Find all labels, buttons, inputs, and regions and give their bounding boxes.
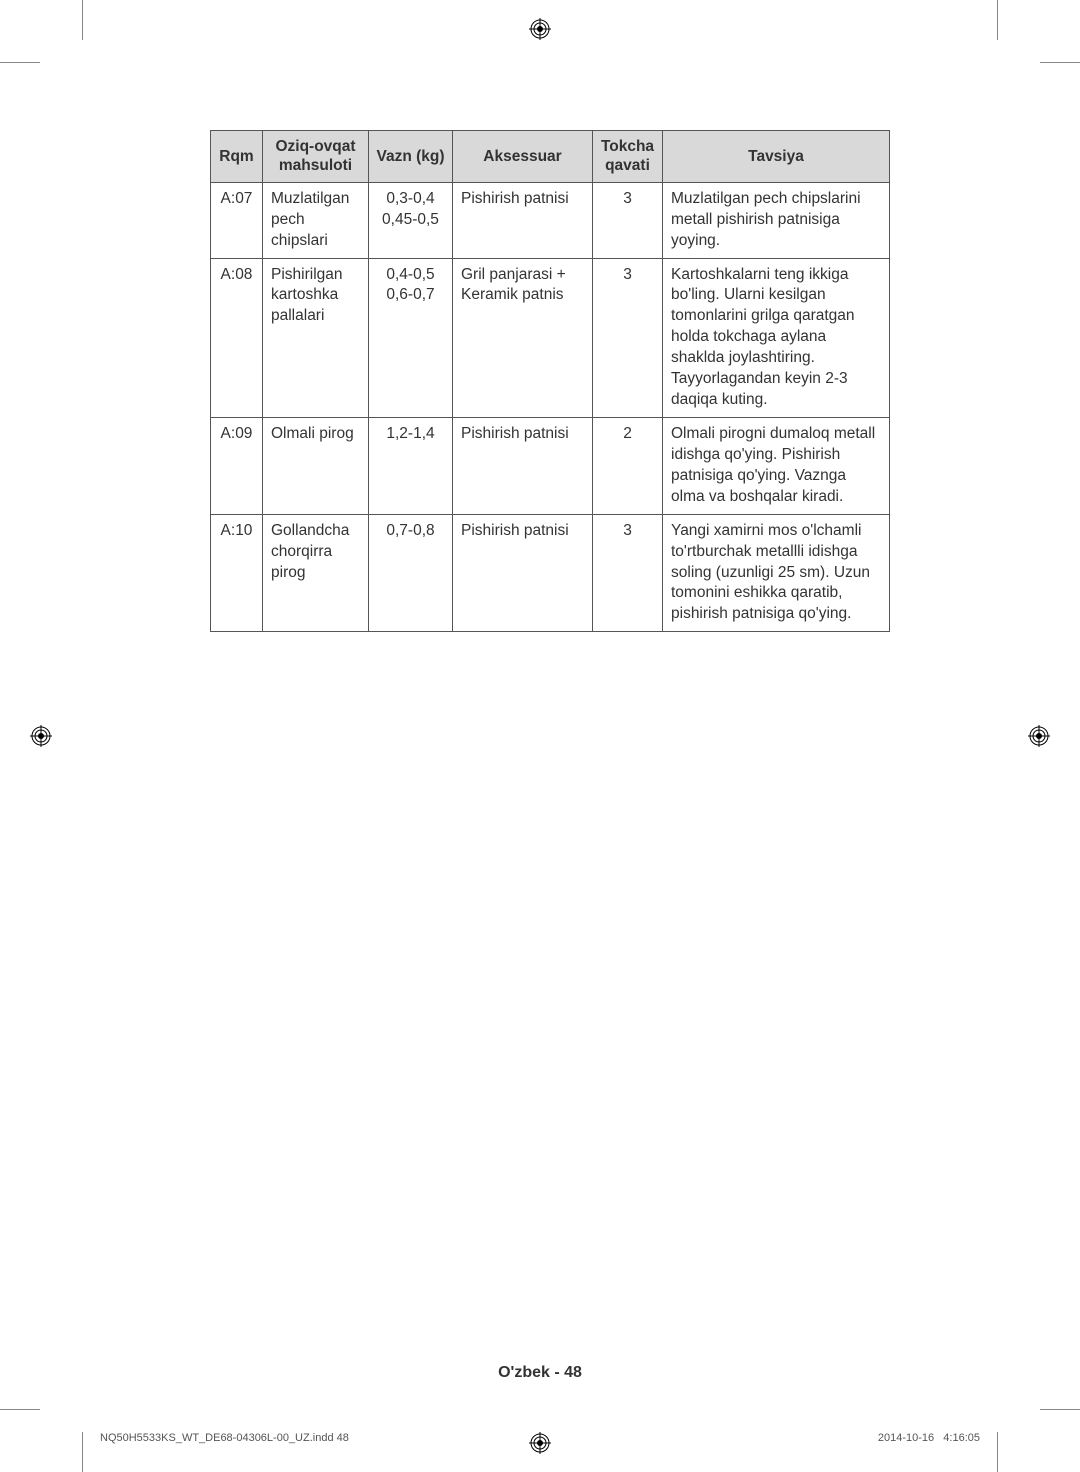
table-cell: A:08 xyxy=(211,258,263,417)
table-row: A:09Olmali pirog1,2-1,4Pishirish patnisi… xyxy=(211,417,890,514)
table-cell: A:10 xyxy=(211,514,263,632)
table-cell: Gollandcha chorqirra pirog xyxy=(263,514,369,632)
table-cell: Gril panjarasi + Keramik patnis xyxy=(453,258,593,417)
footer-time: 4:16:05 xyxy=(943,1432,980,1444)
table-cell: A:09 xyxy=(211,417,263,514)
cooking-table: RqmOziq-ovqat mahsulotiVazn (kg)Aksessua… xyxy=(210,130,890,632)
table-cell: 1,2-1,4 xyxy=(369,417,453,514)
table-cell: Pishirish patnisi xyxy=(453,514,593,632)
footer-filename: NQ50H5533KS_WT_DE68-04306L-00_UZ.indd 48 xyxy=(100,1432,349,1444)
page-content: RqmOziq-ovqat mahsulotiVazn (kg)Aksessua… xyxy=(0,0,1080,1472)
table-cell: 0,3-0,40,45-0,5 xyxy=(369,182,453,258)
footer-date: 2014-10-16 xyxy=(878,1432,934,1444)
table-cell: Pishirilgan kartoshka pallalari xyxy=(263,258,369,417)
table-row: A:08Pishirilgan kartoshka pallalari0,4-0… xyxy=(211,258,890,417)
page-number: O'zbek - 48 xyxy=(0,1364,1080,1382)
table-cell: A:07 xyxy=(211,182,263,258)
table-cell: Pishirish patnisi xyxy=(453,182,593,258)
table-cell: Muzlatilgan pech chipslari xyxy=(263,182,369,258)
table-header-cell: Rqm xyxy=(211,131,263,183)
table-cell: 2 xyxy=(593,417,663,514)
table-cell: 0,4-0,50,6-0,7 xyxy=(369,258,453,417)
table-header-cell: Vazn (kg) xyxy=(369,131,453,183)
table-header-cell: Aksessuar xyxy=(453,131,593,183)
table-cell: 0,7-0,8 xyxy=(369,514,453,632)
table-cell: 3 xyxy=(593,182,663,258)
table-cell: Muzlatilgan pech chipslarini metall pish… xyxy=(663,182,890,258)
table-cell: 3 xyxy=(593,514,663,632)
table-cell: Olmali pirogni dumaloq metall idishga qo… xyxy=(663,417,890,514)
table-row: A:10Gollandcha chorqirra pirog0,7-0,8Pis… xyxy=(211,514,890,632)
table-cell: Kartoshkalarni teng ikkiga bo'ling. Ular… xyxy=(663,258,890,417)
table-header-cell: Tokcha qavati xyxy=(593,131,663,183)
table-header-row: RqmOziq-ovqat mahsulotiVazn (kg)Aksessua… xyxy=(211,131,890,183)
table-header-cell: Oziq-ovqat mahsuloti xyxy=(263,131,369,183)
table-cell: Olmali pirog xyxy=(263,417,369,514)
table-cell: 3 xyxy=(593,258,663,417)
table-cell: Pishirish patnisi xyxy=(453,417,593,514)
table-row: A:07Muzlatilgan pech chipslari0,3-0,40,4… xyxy=(211,182,890,258)
table-cell: Yangi xamirni mos o'lchamli to'rtburchak… xyxy=(663,514,890,632)
table-header-cell: Tavsiya xyxy=(663,131,890,183)
footer-timestamp: 2014-10-16 4:16:05 xyxy=(878,1432,980,1444)
